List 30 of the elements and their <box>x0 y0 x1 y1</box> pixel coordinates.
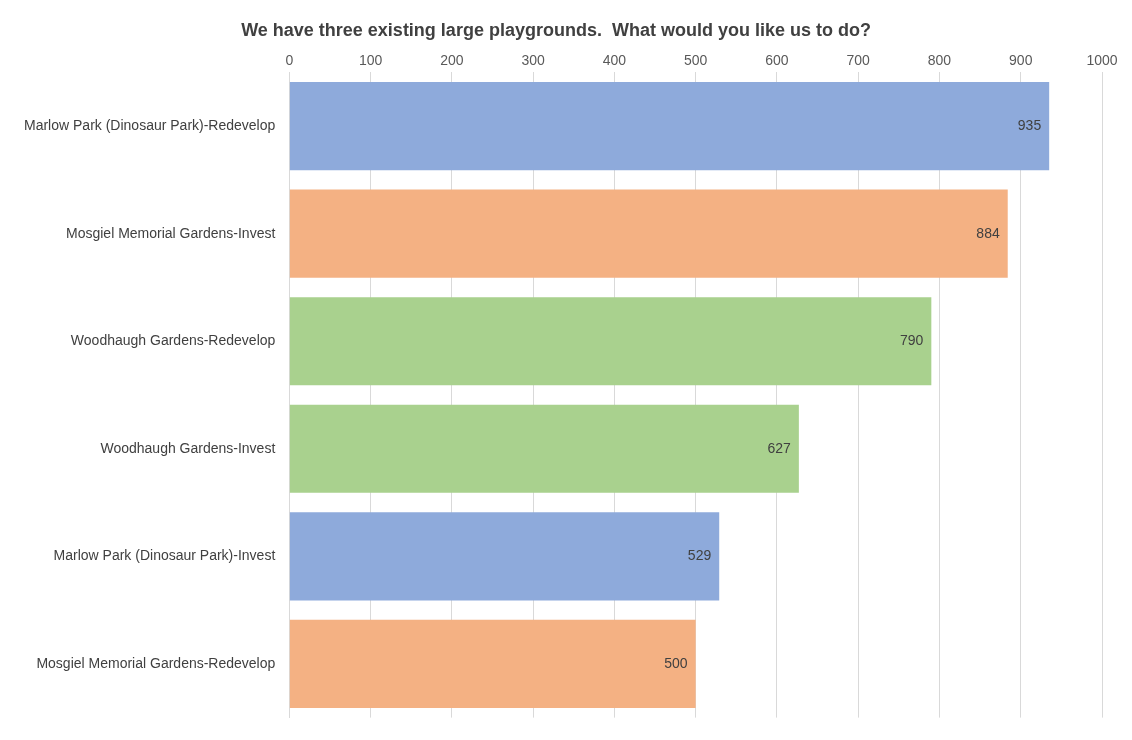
x-tick-label: 600 <box>765 51 789 68</box>
x-tick-label: 500 <box>683 51 708 68</box>
y-tick-label: Woodhaugh Gardens-Invest <box>100 439 276 456</box>
y-tick-label: Marlow Park (Dinosaur Park)-Redevelop <box>24 117 276 134</box>
x-tick-label: 900 <box>1009 51 1033 68</box>
x-tick-label: 100 <box>358 51 383 68</box>
data-label: 884 <box>976 224 1000 241</box>
data-label: 529 <box>687 547 712 564</box>
bar <box>289 512 720 601</box>
data-label: 935 <box>1017 117 1042 134</box>
bar <box>289 189 1008 278</box>
bar <box>289 404 799 493</box>
bar <box>289 619 696 708</box>
y-tick-label: Woodhaugh Gardens-Redevelop <box>70 332 276 349</box>
chart-title: We have three existing large playgrounds. What would you like us to do? <box>241 19 871 40</box>
x-tick-label: 200 <box>440 51 464 68</box>
x-tick-label: 800 <box>927 51 952 68</box>
y-tick-label: Mosgiel Memorial Gardens-Invest <box>66 224 276 241</box>
x-tick-label: 400 <box>602 51 627 68</box>
bar <box>289 297 932 386</box>
x-tick-label: 0 <box>285 51 294 68</box>
y-tick-label: Marlow Park (Dinosaur Park)-Invest <box>53 547 276 564</box>
x-tick-label: 300 <box>521 51 546 68</box>
bar <box>289 82 1050 171</box>
x-tick-label: 700 <box>846 51 871 68</box>
data-label: 500 <box>664 654 688 671</box>
x-tick-label: 1000 <box>1086 51 1118 68</box>
data-label: 790 <box>899 332 924 349</box>
y-tick-label: Mosgiel Memorial Gardens-Redevelop <box>36 654 276 671</box>
data-label: 627 <box>767 439 792 456</box>
